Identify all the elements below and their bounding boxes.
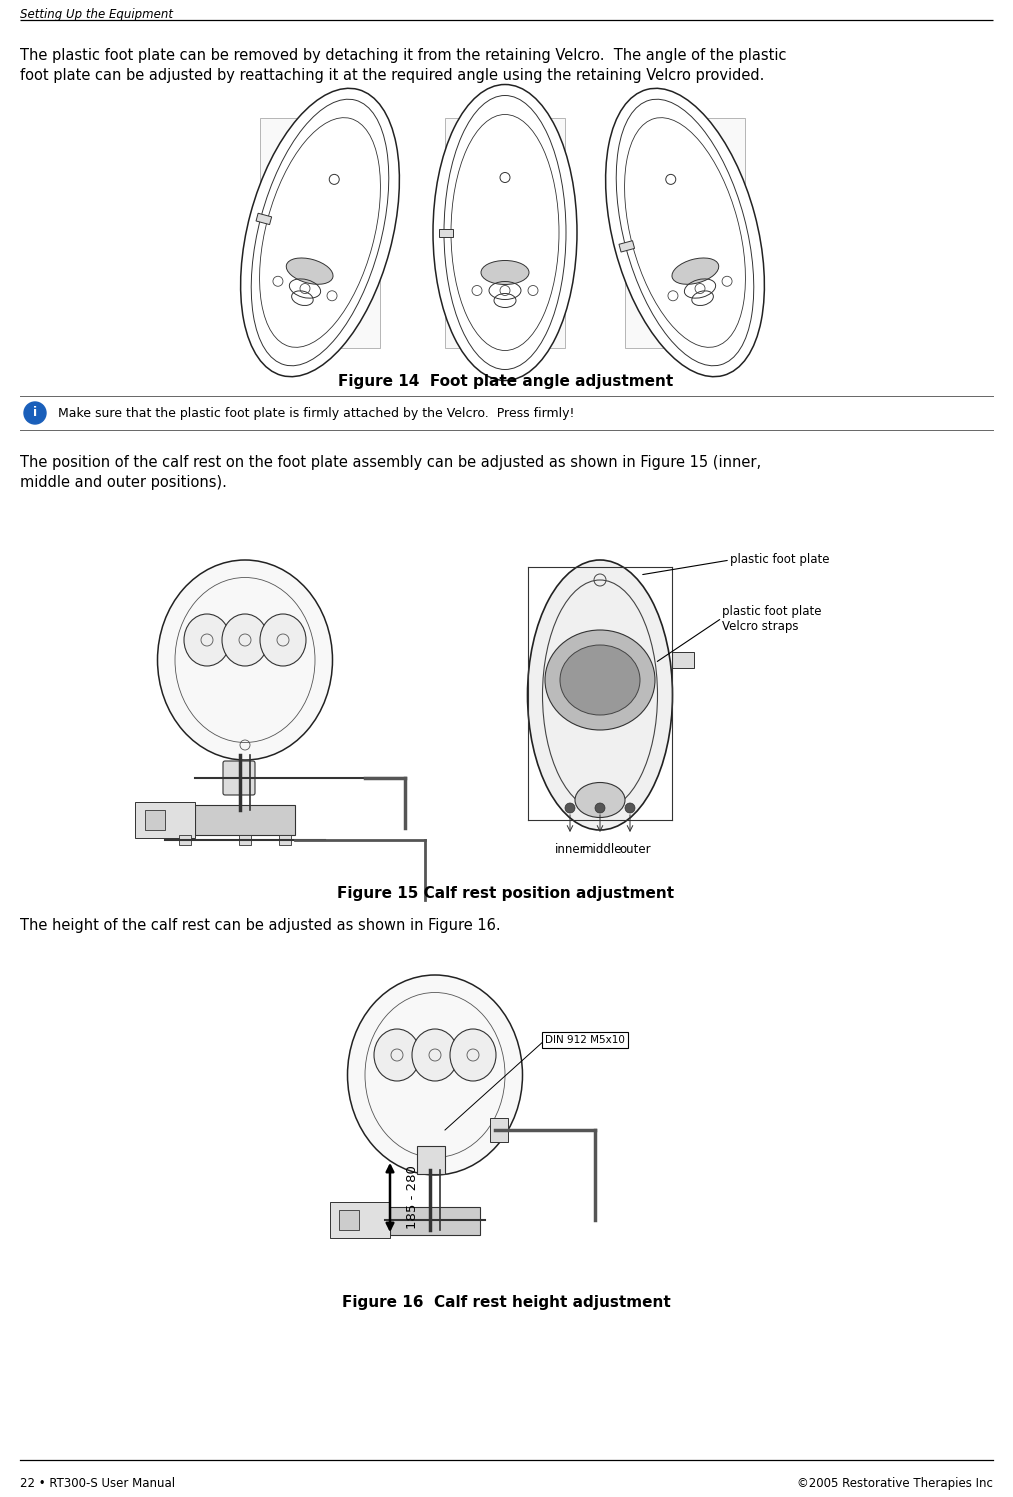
Ellipse shape: [260, 614, 306, 666]
Ellipse shape: [450, 1028, 496, 1081]
FancyBboxPatch shape: [223, 760, 255, 795]
Ellipse shape: [575, 783, 625, 817]
Bar: [260, 117, 380, 347]
Ellipse shape: [287, 257, 333, 284]
Text: Setting Up the Equipment: Setting Up the Equipment: [20, 7, 173, 21]
Ellipse shape: [222, 614, 268, 666]
Ellipse shape: [157, 560, 332, 760]
Bar: [239, 835, 251, 844]
Ellipse shape: [672, 257, 719, 284]
Text: 22 • RT300-S User Manual: 22 • RT300-S User Manual: [20, 1478, 175, 1490]
Bar: [439, 229, 453, 237]
Ellipse shape: [528, 560, 673, 829]
Text: plastic foot plate: plastic foot plate: [730, 554, 830, 566]
Circle shape: [625, 802, 635, 813]
Text: Velcro straps: Velcro straps: [722, 620, 798, 633]
Ellipse shape: [412, 1028, 458, 1081]
Text: foot plate can be adjusted by reattaching it at the required angle using the ret: foot plate can be adjusted by reattachin…: [20, 67, 765, 82]
Text: The plastic foot plate can be removed by detaching it from the retaining Velcro.: The plastic foot plate can be removed by…: [20, 48, 786, 63]
Ellipse shape: [241, 88, 399, 377]
Ellipse shape: [606, 88, 765, 377]
Ellipse shape: [481, 260, 529, 284]
Text: 185 - 280: 185 - 280: [406, 1166, 419, 1229]
Bar: [279, 835, 291, 844]
Bar: [194, 805, 295, 835]
Ellipse shape: [545, 630, 655, 731]
Text: Figure 16  Calf rest height adjustment: Figure 16 Calf rest height adjustment: [341, 1295, 671, 1310]
Bar: [390, 1207, 480, 1235]
Text: middle: middle: [581, 843, 622, 856]
Bar: [339, 1210, 359, 1231]
Text: i: i: [33, 407, 37, 419]
Ellipse shape: [347, 975, 523, 1175]
Text: inner: inner: [555, 843, 586, 856]
Ellipse shape: [560, 645, 640, 716]
Text: Figure 15 Calf rest position adjustment: Figure 15 Calf rest position adjustment: [337, 886, 675, 901]
Circle shape: [24, 403, 46, 424]
Ellipse shape: [374, 1028, 420, 1081]
Text: Figure 14  Foot plate angle adjustment: Figure 14 Foot plate angle adjustment: [338, 374, 674, 389]
Bar: [445, 117, 565, 347]
Text: ©2005 Restorative Therapies Inc: ©2005 Restorative Therapies Inc: [797, 1478, 993, 1490]
Text: The position of the calf rest on the foot plate assembly can be adjusted as show: The position of the calf rest on the foo…: [20, 455, 761, 470]
Text: DIN 912 M5x10: DIN 912 M5x10: [545, 1034, 625, 1045]
Bar: [672, 653, 694, 668]
Text: plastic foot plate: plastic foot plate: [722, 605, 822, 618]
Circle shape: [565, 802, 575, 813]
Bar: [256, 213, 271, 225]
Ellipse shape: [433, 84, 577, 380]
Bar: [417, 1147, 445, 1174]
Text: Make sure that the plastic foot plate is firmly attached by the Velcro.  Press f: Make sure that the plastic foot plate is…: [58, 407, 574, 419]
Bar: [619, 241, 634, 251]
Bar: [490, 1118, 508, 1142]
Text: middle and outer positions).: middle and outer positions).: [20, 475, 227, 490]
Bar: [330, 1202, 390, 1238]
Bar: [625, 117, 745, 347]
Bar: [135, 802, 194, 838]
Bar: [145, 810, 165, 829]
Circle shape: [595, 802, 605, 813]
Bar: [179, 835, 191, 844]
Text: outer: outer: [619, 843, 650, 856]
Text: The height of the calf rest can be adjusted as shown in Figure 16.: The height of the calf rest can be adjus…: [20, 918, 500, 933]
Ellipse shape: [184, 614, 230, 666]
